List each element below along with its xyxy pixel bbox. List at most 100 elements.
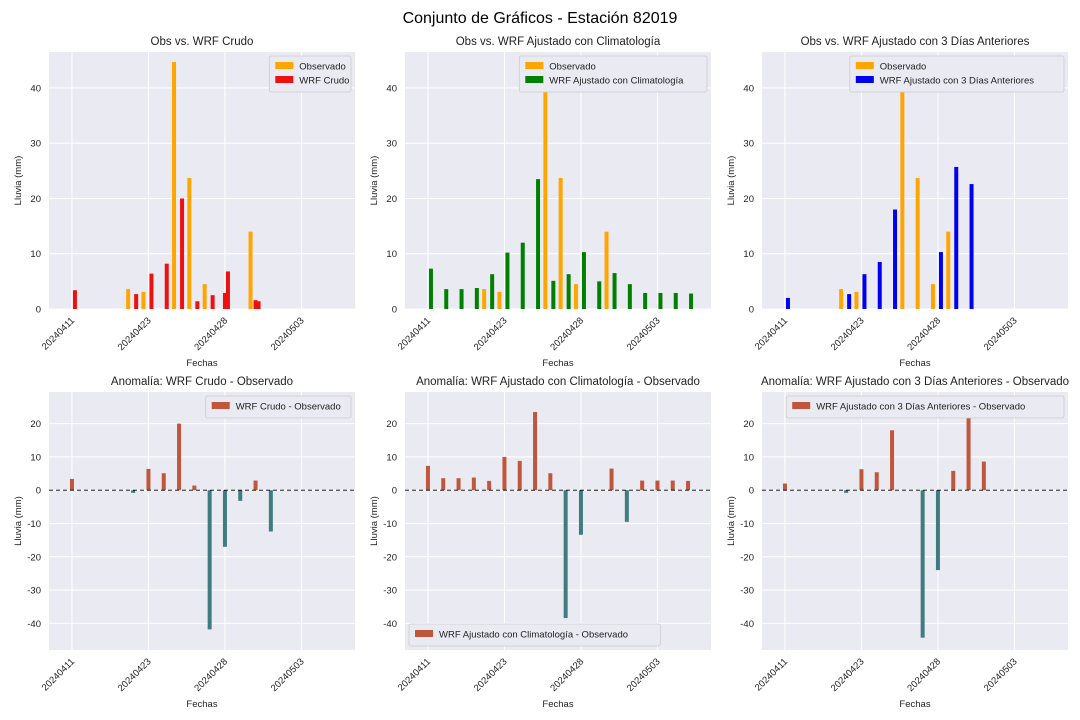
- bar: [268, 490, 273, 532]
- x-axis-label: Fechas: [899, 699, 930, 710]
- legend-label: WRF Ajustado con 3 Días Anteriores - Obs…: [816, 402, 1025, 413]
- bar: [459, 289, 464, 309]
- x-axis-label: Fechas: [899, 358, 930, 369]
- x-tick-label: 20240503: [625, 656, 663, 694]
- y-axis-label: Lluvia (mm): [726, 496, 737, 546]
- bar: [874, 472, 879, 491]
- bar: [915, 178, 920, 309]
- panel-title: Anomalía: WRF Ajustado con 3 Días Anteri…: [761, 376, 1069, 388]
- legend-label: WRF Crudo - Observado: [236, 402, 341, 413]
- plot-area: [49, 52, 355, 309]
- legend-swatch: [211, 402, 230, 409]
- bar: [969, 184, 974, 309]
- bar: [844, 490, 849, 493]
- bar: [253, 480, 258, 491]
- bar: [609, 468, 614, 491]
- bar: [192, 485, 197, 491]
- bar: [256, 301, 261, 309]
- y-tick-label: 30: [743, 139, 754, 150]
- bar: [920, 490, 925, 638]
- bar: [839, 289, 844, 309]
- bar: [425, 465, 430, 491]
- y-tick-label: 40: [743, 83, 754, 94]
- bar: [202, 284, 207, 309]
- bar: [456, 478, 461, 491]
- bar: [673, 292, 678, 309]
- y-axis-label: Lluvia (mm): [369, 496, 380, 546]
- bar: [207, 490, 212, 630]
- y-tick-label: -40: [383, 619, 397, 630]
- bar: [164, 263, 169, 309]
- legend-label: WRF Ajustado con 3 Días Anteriores: [880, 76, 1034, 87]
- plot-area: [405, 392, 711, 650]
- bar: [180, 198, 185, 309]
- bar: [161, 473, 166, 491]
- bar: [670, 480, 675, 491]
- y-tick-label: 0: [36, 305, 41, 316]
- x-tick-label: 20240411: [40, 656, 77, 693]
- y-tick-label: -30: [740, 586, 754, 597]
- bar: [533, 411, 538, 491]
- bar: [612, 273, 617, 309]
- panel-title: Obs vs. WRF Ajustado con Climatología: [456, 36, 661, 48]
- x-axis-label: Fechas: [186, 699, 217, 710]
- bar: [195, 301, 200, 309]
- legend-box: [408, 623, 661, 647]
- x-tick-label: 20240428: [192, 315, 230, 353]
- plot-area: [49, 392, 355, 650]
- bar: [900, 61, 905, 309]
- y-tick-label: -30: [383, 586, 397, 597]
- y-tick-label: -20: [383, 552, 397, 563]
- y-tick-label: 40: [30, 83, 41, 94]
- bar: [951, 470, 956, 491]
- bar: [210, 295, 215, 309]
- panel-title: Obs vs. WRF Crudo: [151, 36, 254, 48]
- bar: [640, 480, 645, 491]
- bar: [581, 252, 586, 309]
- x-tick-label: 20240503: [982, 315, 1020, 353]
- y-tick-label: 0: [392, 305, 397, 316]
- bar: [946, 231, 951, 309]
- figure-title: Conjunto de Gráficos - Estación 82019: [402, 10, 678, 27]
- bar: [558, 178, 563, 309]
- bar: [222, 490, 227, 547]
- legend-label: Observado: [549, 62, 595, 73]
- y-tick-label: 0: [392, 486, 397, 497]
- legend-swatch: [525, 76, 544, 83]
- x-tick-label: 20240503: [269, 315, 307, 353]
- y-axis-label: Lluvia (mm): [726, 156, 737, 206]
- x-axis-label: Fechas: [542, 699, 573, 710]
- y-axis-label: Lluvia (mm): [13, 156, 24, 206]
- legend-box: [849, 55, 1065, 93]
- bar: [563, 490, 568, 619]
- y-tick-label: 40: [386, 83, 397, 94]
- y-tick-label: 10: [743, 249, 754, 260]
- y-tick-label: 10: [386, 452, 397, 463]
- bar: [566, 274, 571, 309]
- bar: [604, 231, 609, 309]
- bar: [551, 280, 556, 309]
- bar: [490, 274, 495, 309]
- y-tick-label: -10: [383, 519, 397, 530]
- x-tick-label: 20240428: [548, 656, 586, 694]
- bar: [248, 231, 253, 309]
- bar: [238, 490, 243, 501]
- bar: [643, 292, 648, 309]
- legend-swatch: [855, 76, 874, 83]
- bar: [520, 242, 525, 309]
- y-tick-label: 0: [749, 305, 754, 316]
- bar: [502, 456, 507, 491]
- bar: [482, 289, 487, 309]
- bar: [658, 292, 663, 309]
- bar: [222, 292, 227, 309]
- bar: [225, 271, 230, 309]
- x-tick-label: 20240503: [269, 656, 307, 694]
- x-tick-label: 20240423: [829, 315, 867, 353]
- plot-area: [405, 52, 711, 309]
- bar: [441, 478, 446, 491]
- bar: [930, 284, 935, 309]
- y-tick-label: -40: [740, 619, 754, 630]
- legend-swatch: [275, 62, 294, 69]
- bar: [893, 209, 898, 309]
- x-tick-label: 20240428: [905, 656, 943, 694]
